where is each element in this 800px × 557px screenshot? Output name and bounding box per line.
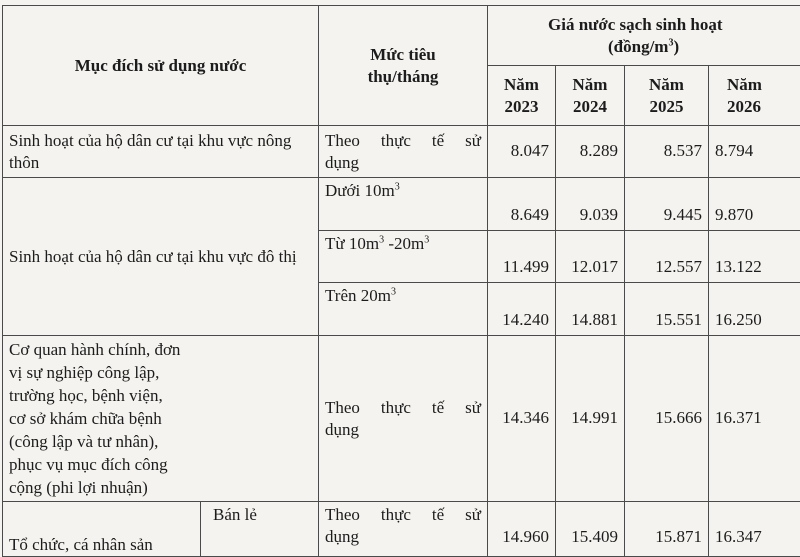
price-cell: 8.289: [556, 126, 625, 178]
table-row: Tổ chức, cá nhân sản Bán lẻ Theo thực tế…: [3, 502, 800, 557]
header-purpose: Mục đích sử dụng nước: [3, 6, 319, 126]
water-price-table: Mục đích sử dụng nước Mức tiêu thụ/tháng…: [2, 5, 800, 557]
price-cell: 8.794: [709, 126, 800, 178]
price-cell: 9.039: [556, 178, 625, 231]
consumption-cell: Từ 10m3 -20m3: [319, 231, 488, 283]
table-row: Cơ quan hành chính, đơn vị sự nghiệp côn…: [3, 336, 800, 502]
price-cell: 11.499: [488, 231, 556, 283]
price-cell: 8.047: [488, 126, 556, 178]
consumption-cell: Trên 20m3: [319, 283, 488, 336]
price-cell: 8.649: [488, 178, 556, 231]
price-cell: 16.250: [709, 283, 800, 336]
price-cell: 8.537: [625, 126, 709, 178]
price-cell: 12.557: [625, 231, 709, 283]
price-cell: 16.347: [709, 502, 800, 557]
header-price: Giá nước sạch sinh hoạt (đồng/m3): [488, 6, 800, 66]
price-cell: 14.991: [556, 336, 625, 502]
price-cell: 9.445: [625, 178, 709, 231]
table-row: Sinh hoạt của hộ dân cư tại khu vực đô t…: [3, 178, 800, 231]
price-cell: 16.371: [709, 336, 800, 502]
price-cell: 12.017: [556, 231, 625, 283]
price-cell: 15.551: [625, 283, 709, 336]
price-cell: 14.240: [488, 283, 556, 336]
purpose-cell: Cơ quan hành chính, đơn vị sự nghiệp côn…: [3, 336, 319, 502]
price-cell: 15.666: [625, 336, 709, 502]
purpose-cell: Tổ chức, cá nhân sản: [3, 502, 201, 557]
price-cell: 9.870: [709, 178, 800, 231]
consumption-cell: Dưới 10m3: [319, 178, 488, 231]
price-cell: 15.409: [556, 502, 625, 557]
price-cell: 15.871: [625, 502, 709, 557]
price-title: Giá nước sạch sinh hoạt: [548, 14, 800, 36]
price-cell: 13.122: [709, 231, 800, 283]
purpose-cell: Sinh hoạt của hộ dân cư tại khu vực nông…: [3, 126, 319, 178]
price-unit: (đồng/m3): [548, 36, 800, 58]
price-cell: 14.346: [488, 336, 556, 502]
purpose-cell: Sinh hoạt của hộ dân cư tại khu vực đô t…: [3, 178, 319, 336]
price-cell: 14.960: [488, 502, 556, 557]
price-cell: 14.881: [556, 283, 625, 336]
header-consumption: Mức tiêu thụ/tháng: [319, 6, 488, 126]
table-row: Sinh hoạt của hộ dân cư tại khu vực nông…: [3, 126, 800, 178]
sub-purpose-cell: Bán lẻ: [201, 502, 319, 557]
